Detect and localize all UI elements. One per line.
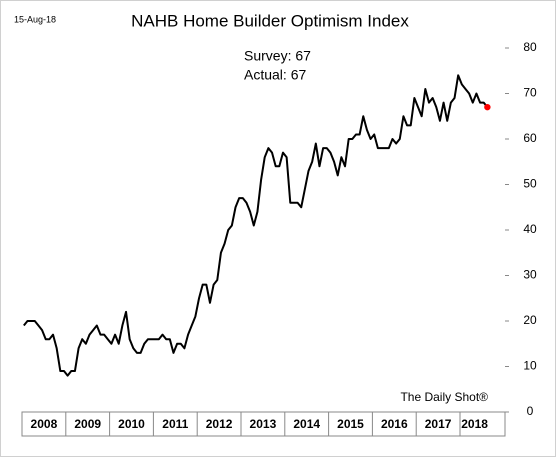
y-tick-label: 20 — [523, 313, 537, 327]
date-label: 15-Aug-18 — [14, 14, 56, 24]
y-tick-label: 50 — [523, 177, 537, 191]
x-tick-label: 2009 — [74, 417, 101, 431]
annotation: Actual: 67 — [244, 67, 306, 83]
y-tick-label: 80 — [523, 40, 537, 54]
y-tick-label: 40 — [523, 222, 537, 236]
x-axis-strip — [21, 411, 506, 437]
chart-title: NAHB Home Builder Optimism Index — [131, 11, 409, 30]
line — [23, 74, 489, 377]
x-tick-label: 2015 — [337, 417, 364, 431]
y-tick-label: 70 — [523, 86, 537, 100]
x-tick-label: 2011 — [162, 417, 188, 431]
x-tick-label: 2014 — [293, 417, 320, 431]
y-tick-label: 60 — [523, 131, 537, 145]
y-tick-label: 0 — [527, 404, 534, 418]
annotation: Survey: 67 — [244, 48, 311, 64]
x-tick-label: 2018 — [461, 417, 488, 431]
last-point — [484, 103, 491, 111]
source: The Daily Shot® — [400, 390, 488, 404]
x-tick-label: 2010 — [118, 417, 145, 431]
x-tick-label: 2017 — [425, 417, 452, 431]
y-tick-label: 30 — [523, 268, 537, 282]
x-tick-label: 2013 — [250, 417, 277, 431]
x-tick-label: 2008 — [31, 417, 58, 431]
y-tick-label: 10 — [523, 359, 537, 373]
x-tick-label: 2016 — [381, 417, 408, 431]
x-tick-label: 2012 — [206, 417, 233, 431]
